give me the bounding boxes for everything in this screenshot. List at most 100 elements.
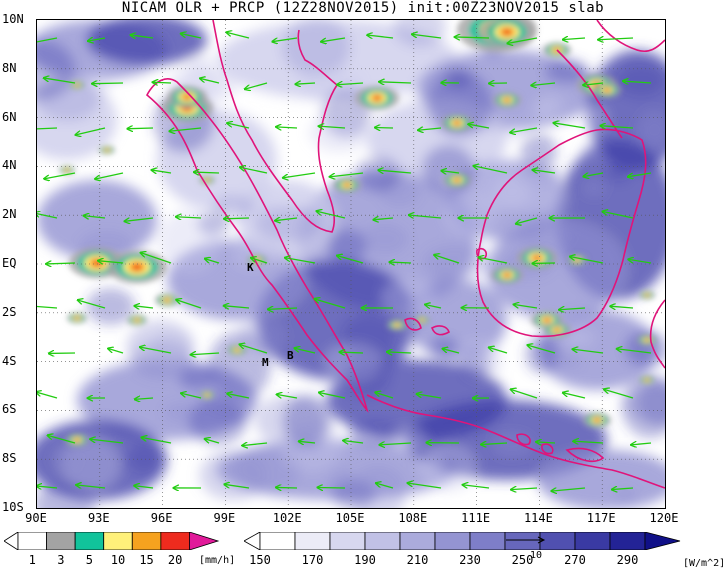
wind-vector xyxy=(468,124,490,129)
wind-vector xyxy=(88,38,106,41)
wind-vector xyxy=(37,305,58,309)
precip-cell-extreme xyxy=(645,294,649,296)
precip-bin xyxy=(189,532,220,550)
lon-label: 90E xyxy=(25,511,47,525)
place-markers: K M B xyxy=(247,261,294,369)
olr-speck xyxy=(442,194,500,236)
wind-vector xyxy=(473,166,508,174)
olr-bin xyxy=(469,532,506,550)
wind-vector xyxy=(434,255,460,264)
wind-vector xyxy=(205,259,220,264)
wind-vector xyxy=(536,442,556,443)
olr-speck xyxy=(583,180,605,196)
precip-cell-extreme xyxy=(65,169,69,171)
wind-vector xyxy=(43,78,76,84)
wind-vector xyxy=(454,37,490,38)
wind-vector xyxy=(276,487,298,488)
malay-peninsula-coast xyxy=(212,20,339,233)
wind-vector xyxy=(527,345,556,354)
wind-vector xyxy=(124,217,154,221)
wind-vector xyxy=(317,487,346,488)
precip-tick-label: 10 xyxy=(110,553,126,567)
lon-label: 108E xyxy=(398,511,428,525)
olr-colorbar xyxy=(244,532,681,550)
wind-vector xyxy=(77,300,106,309)
olr-tick-label: 290 xyxy=(616,553,639,567)
wind-vector xyxy=(343,440,364,443)
olr-speck xyxy=(430,337,458,357)
wind-vector xyxy=(275,218,298,221)
wind-vector xyxy=(378,170,412,173)
wind-vector xyxy=(583,83,604,85)
wind-vector xyxy=(373,218,394,220)
wind-vector xyxy=(551,488,586,491)
precip-tick-label: 15 xyxy=(139,553,154,567)
olr-bin xyxy=(609,532,646,550)
lon-label: 99E xyxy=(213,511,236,525)
wind-vector xyxy=(98,261,124,263)
olr-tick-label: 270 xyxy=(564,553,586,567)
wind-vector xyxy=(418,128,442,130)
olr-speck xyxy=(614,488,637,505)
olr-speck xyxy=(212,195,255,219)
wind-vector xyxy=(140,347,172,354)
wind-vector xyxy=(610,306,634,308)
wind-vector xyxy=(75,127,106,135)
wind-vector xyxy=(318,126,346,128)
precip-cell-extreme xyxy=(75,317,79,319)
bangka-island xyxy=(404,317,422,331)
wind-vector xyxy=(272,37,298,42)
olr-speck xyxy=(390,427,427,452)
vector-reference-arrow xyxy=(506,536,546,544)
wind-vector xyxy=(37,127,58,130)
wind-vector xyxy=(339,352,364,353)
olr-speck xyxy=(524,335,560,374)
wind-vector xyxy=(314,299,346,309)
olr-speck xyxy=(520,133,558,170)
wind-vector xyxy=(227,123,250,129)
precip-cell-extreme xyxy=(503,29,511,35)
wind-vector xyxy=(295,83,316,84)
sumatra-coast xyxy=(145,78,369,413)
olr-tick-label: 210 xyxy=(406,553,429,567)
lat-label: 2S xyxy=(2,304,17,319)
lat-lon-grid xyxy=(37,20,665,508)
wind-vector xyxy=(251,258,268,264)
olr-tick-label: 230 xyxy=(459,553,481,567)
olr-speck xyxy=(393,20,447,47)
olr-bin xyxy=(574,532,611,550)
coastlines xyxy=(145,20,665,489)
olr-speck xyxy=(349,420,401,448)
wind-vector xyxy=(441,171,460,173)
olr-speck xyxy=(355,156,401,192)
wind-vector xyxy=(604,389,634,399)
wind-vector xyxy=(602,211,634,219)
wind-vector xyxy=(507,37,538,44)
wind-vector xyxy=(572,349,604,354)
olr-unit: [W/m^2] xyxy=(683,558,726,569)
wind-vector xyxy=(244,82,268,89)
wind-vector xyxy=(46,263,76,264)
olr-blob xyxy=(487,220,627,320)
wind-vector xyxy=(140,253,172,264)
lat-label: 10N xyxy=(2,12,24,26)
wind-vector xyxy=(242,443,268,446)
mindanao-coast xyxy=(596,20,665,53)
precip-cell-extreme xyxy=(645,379,649,381)
precip-cell-extreme xyxy=(75,438,79,442)
belitung-island xyxy=(431,325,450,336)
place-marker-m: M xyxy=(262,356,269,369)
lat-label: 4S xyxy=(2,353,17,368)
precip-tick-label: 5 xyxy=(85,553,94,567)
olr-speck xyxy=(615,63,665,98)
olr-speck xyxy=(61,437,121,491)
wind-vector xyxy=(180,34,202,39)
olr-speck xyxy=(518,214,572,252)
wind-vector xyxy=(285,258,316,264)
olr-speck xyxy=(37,484,96,508)
lon-label: 111E xyxy=(461,511,491,525)
wind-vector xyxy=(510,389,538,399)
wind-vector xyxy=(376,483,394,489)
olr-bin xyxy=(329,532,366,550)
wind-vector xyxy=(628,259,652,264)
